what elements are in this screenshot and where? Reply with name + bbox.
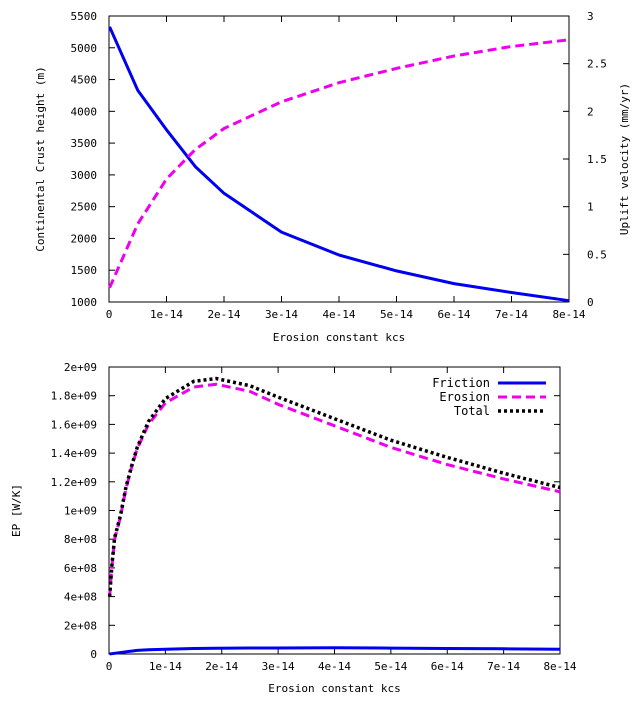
x-tick-label: 0: [106, 660, 113, 673]
y-tick-label: 2500: [71, 201, 98, 214]
y-tick-label: 2e+08: [64, 619, 97, 632]
series-line-0-0: [108, 26, 570, 303]
series-line-total: [107, 376, 561, 597]
y-tick-label: 3000: [71, 169, 98, 182]
y-tick-label: 1.2e+09: [51, 476, 97, 489]
x-tick-label: 8e-14: [543, 660, 576, 673]
legend-label-erosion: Erosion: [439, 390, 490, 404]
y-tick-label: 3500: [71, 137, 98, 150]
y-tick-label: 4500: [71, 74, 98, 87]
x-tick-label: 6e-14: [437, 308, 470, 321]
x-tick-label: 7e-14: [487, 660, 520, 673]
y2-axis-label: Uplift velocity (mm/yr): [618, 83, 631, 235]
x-tick-label: 5e-14: [374, 660, 407, 673]
y-tick-label: 1500: [71, 264, 98, 277]
series-line-erosion: [108, 382, 561, 597]
x-axis-label: Erosion constant kcs: [268, 682, 400, 695]
plot-frame: [108, 15, 570, 303]
y-tick-label: 2e+09: [64, 361, 97, 374]
y2-tick-label: 3: [587, 10, 594, 23]
x-tick-label: 6e-14: [431, 660, 464, 673]
y-tick-label: 1.6e+09: [51, 418, 97, 431]
y-tick-label: 6e+08: [64, 562, 97, 575]
y2-tick-label: 1: [587, 201, 594, 214]
x-tick-label: 7e-14: [495, 308, 528, 321]
x-tick-label: 3e-14: [262, 660, 295, 673]
y-axis-label: EP [W/K]: [10, 484, 23, 537]
series-line-0-1: [108, 38, 570, 289]
y-tick-label: 1000: [71, 296, 98, 309]
y2-tick-label: 2.5: [587, 58, 607, 71]
y-tick-label: 4e+08: [64, 591, 97, 604]
y-axis-label: Continental Crust height (m): [34, 66, 47, 251]
legend-label-friction: Friction: [432, 376, 490, 390]
x-axis-label: Erosion constant kcs: [273, 331, 405, 344]
y-tick-label: 2000: [71, 232, 98, 245]
x-tick-label: 5e-14: [380, 308, 413, 321]
legend-label-total: Total: [454, 404, 490, 418]
x-tick-label: 4e-14: [318, 660, 351, 673]
y-tick-label: 8e+08: [64, 533, 97, 546]
y-tick-label: 5500: [71, 10, 98, 23]
x-tick-label: 2e-14: [207, 308, 240, 321]
x-tick-label: 1e-14: [150, 308, 183, 321]
y-tick-label: 5000: [71, 42, 98, 55]
y2-tick-label: 0: [587, 296, 594, 309]
series-line-friction: [109, 646, 561, 656]
x-tick-label: 8e-14: [552, 308, 585, 321]
y-tick-label: 4000: [71, 105, 98, 118]
x-tick-label: 4e-14: [322, 308, 355, 321]
y-tick-label: 1e+09: [64, 505, 97, 518]
x-tick-label: 3e-14: [265, 308, 298, 321]
y2-tick-label: 1.5: [587, 153, 607, 166]
y2-tick-label: 0.5: [587, 248, 607, 261]
x-tick-label: 0: [106, 308, 113, 321]
y-tick-label: 1.8e+09: [51, 390, 97, 403]
y2-tick-label: 2: [587, 105, 594, 118]
plot-frame: [108, 366, 561, 655]
x-tick-label: 1e-14: [149, 660, 182, 673]
y-tick-label: 0: [90, 648, 97, 661]
x-tick-label: 2e-14: [205, 660, 238, 673]
y-tick-label: 1.4e+09: [51, 447, 97, 460]
